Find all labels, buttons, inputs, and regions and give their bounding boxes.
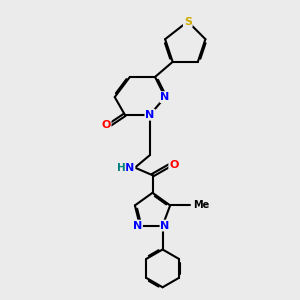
Text: N: N (125, 163, 134, 172)
Text: Me: Me (193, 200, 209, 210)
Text: H: H (117, 163, 125, 172)
Text: N: N (160, 92, 170, 102)
Text: N: N (133, 220, 142, 231)
Text: N: N (160, 220, 170, 231)
Text: O: O (169, 160, 178, 170)
Text: S: S (184, 16, 192, 26)
Text: N: N (146, 110, 154, 120)
Text: O: O (101, 120, 111, 130)
